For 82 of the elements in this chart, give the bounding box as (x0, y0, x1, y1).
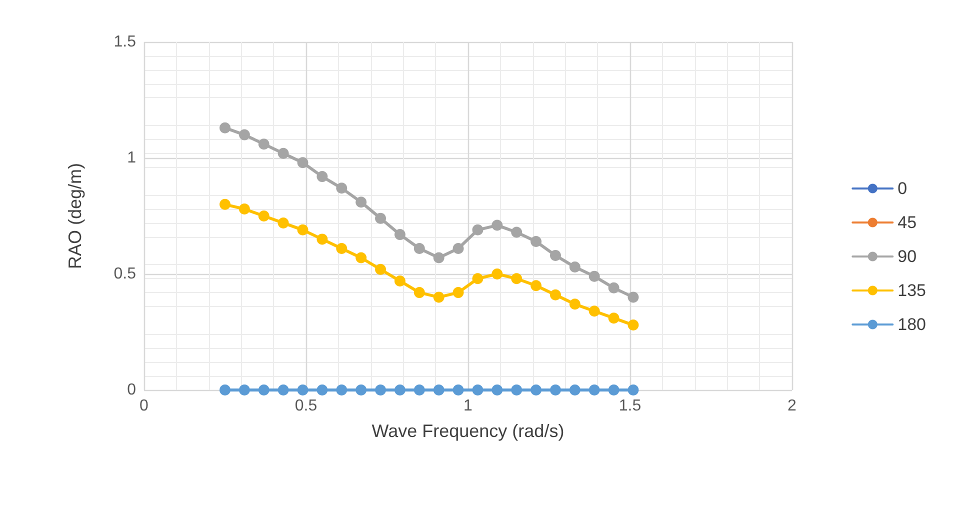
point (530, 236, 542, 248)
point (220, 122, 230, 134)
point (588, 384, 600, 396)
point (394, 229, 406, 240)
point (394, 384, 406, 396)
point (511, 226, 522, 238)
x-tick-label: 1 (464, 398, 473, 414)
point (336, 384, 348, 396)
point (278, 148, 289, 159)
point (258, 138, 270, 150)
point (433, 384, 444, 396)
point (511, 384, 522, 396)
point (278, 217, 289, 228)
point (452, 287, 464, 298)
point (550, 250, 561, 261)
legend-label: 45 (898, 213, 917, 232)
point (394, 275, 406, 286)
point (569, 262, 580, 273)
point (628, 384, 639, 396)
point (316, 384, 328, 396)
point (492, 268, 503, 280)
point (608, 312, 620, 324)
point (492, 220, 503, 231)
point (472, 224, 484, 236)
legend-label: 180 (898, 315, 926, 334)
point (238, 129, 250, 140)
point (297, 224, 308, 236)
x-tick-label: 2 (788, 398, 797, 414)
x-tick-label: 0.5 (294, 398, 318, 414)
point (375, 212, 386, 224)
point (608, 282, 620, 294)
point (530, 384, 542, 396)
legend-label: 0 (898, 179, 908, 198)
point (278, 384, 289, 396)
y-tick-label: 1 (127, 150, 136, 166)
point (628, 292, 639, 303)
point (356, 196, 367, 208)
y-tick-label: 1.5 (114, 34, 136, 50)
y-tick-label: 0 (127, 382, 136, 398)
point (492, 384, 503, 396)
point (220, 198, 230, 210)
point (336, 182, 348, 194)
point (238, 204, 250, 215)
point (569, 384, 580, 396)
point (316, 234, 328, 245)
point (414, 242, 425, 254)
x-axis-title: Wave Frequency (rad/s) (372, 421, 564, 441)
point (316, 171, 328, 182)
point (356, 252, 367, 264)
point (238, 384, 250, 396)
point (569, 298, 580, 310)
point (530, 280, 542, 292)
point (220, 384, 230, 396)
point (511, 273, 522, 284)
x-tick-label: 1.5 (618, 398, 642, 414)
point (433, 252, 444, 264)
point (588, 306, 600, 317)
point (588, 270, 600, 282)
point (472, 273, 484, 284)
point (550, 289, 561, 300)
point (452, 384, 464, 396)
legend-label: 135 (898, 281, 926, 300)
point (258, 210, 270, 222)
point (356, 384, 367, 396)
point (608, 384, 620, 396)
point (452, 242, 464, 254)
point (375, 384, 386, 396)
y-axis-title: RAO (deg/m) (65, 162, 85, 270)
point (297, 157, 308, 168)
point (628, 320, 639, 331)
point (258, 384, 270, 396)
point (550, 384, 561, 396)
point (297, 384, 308, 396)
legend-label: 90 (898, 247, 917, 266)
point (433, 292, 444, 303)
point (414, 384, 425, 396)
point (414, 287, 425, 298)
x-tick-label: 0 (140, 398, 149, 414)
point (472, 384, 484, 396)
y-tick-label: 0.5 (114, 266, 136, 282)
point (336, 242, 348, 254)
point (375, 264, 386, 275)
